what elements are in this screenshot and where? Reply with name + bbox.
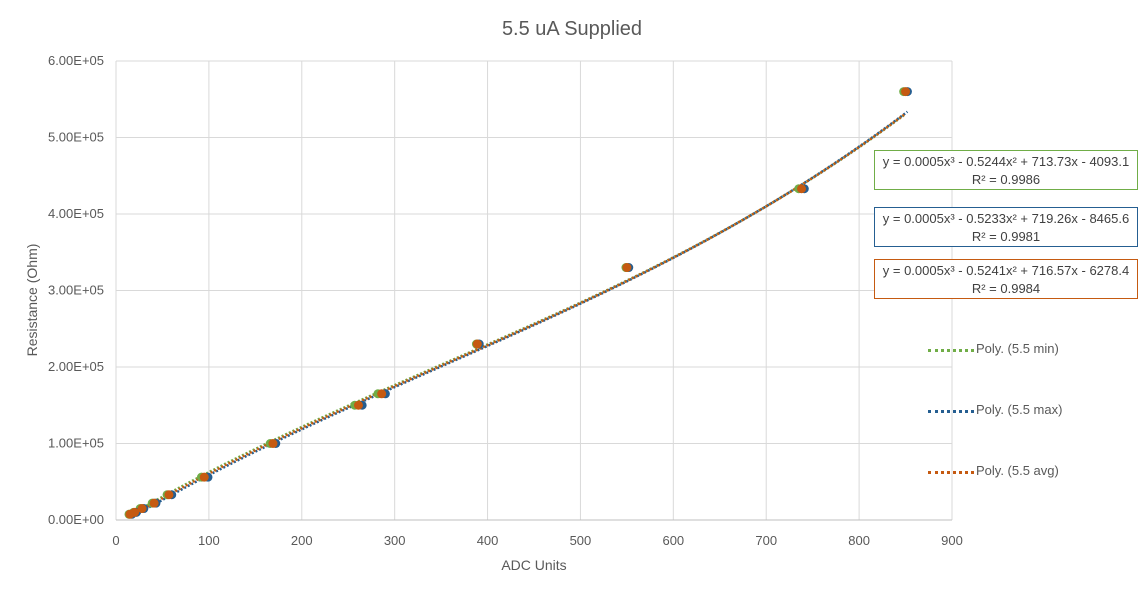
y-tick-label: 6.00E+05	[48, 53, 104, 68]
x-tick-label: 400	[477, 533, 499, 548]
x-tick-label: 700	[755, 533, 777, 548]
legend-swatch	[928, 410, 974, 413]
data-point-series-2	[149, 498, 159, 508]
r-squared-text: R² = 0.9984	[971, 281, 1041, 296]
x-tick-label: 200	[291, 533, 313, 548]
y-tick-label: 1.00E+05	[48, 436, 104, 451]
legend-label: Poly. (5.5 avg)	[976, 463, 1059, 478]
trendline-series-2	[129, 112, 907, 518]
legend-swatch	[928, 349, 974, 352]
data-point-series-2	[472, 339, 482, 349]
y-tick-label: 3.00E+05	[48, 283, 104, 298]
x-tick-label: 900	[941, 533, 963, 548]
y-tick-label: 0.00E+00	[48, 512, 104, 527]
r-squared-text: R² = 0.9981	[971, 229, 1041, 244]
data-point-series-2	[164, 490, 174, 500]
equation-text: y = 0.0005x³ - 0.5244x² + 713.73x - 4093…	[882, 154, 1130, 169]
x-axis-title: ADC Units	[501, 557, 566, 573]
chart-title: 5.5 uA Supplied	[502, 18, 642, 40]
x-tick-label: 100	[198, 533, 220, 548]
trendline-equation-avg: y = 0.0005x³ - 0.5241x² + 716.57x - 6278…	[874, 259, 1138, 299]
x-tick-label: 300	[384, 533, 406, 548]
legend-label: Poly. (5.5 min)	[976, 341, 1059, 356]
data-point-series-2	[622, 263, 632, 273]
data-point-series-2	[797, 184, 807, 194]
data-point-series-2	[353, 400, 363, 410]
data-point-series-2	[377, 389, 387, 399]
data-point-series-2	[130, 507, 140, 517]
data-point-series-2	[137, 504, 147, 514]
legend-label: Poly. (5.5 max)	[976, 402, 1063, 417]
trendline-equation-max: y = 0.0005x³ - 0.5233x² + 719.26x - 8465…	[874, 207, 1138, 247]
x-tick-label: 800	[848, 533, 870, 548]
x-tick-label: 600	[662, 533, 684, 548]
trendline-equation-min: y = 0.0005x³ - 0.5244x² + 713.73x - 4093…	[874, 150, 1138, 190]
equation-text: y = 0.0005x³ - 0.5241x² + 716.57x - 6278…	[882, 263, 1130, 278]
r-squared-text: R² = 0.9986	[971, 172, 1041, 187]
legend-swatch	[928, 471, 974, 474]
gridlines	[115, 60, 953, 521]
x-tick-label: 0	[112, 533, 119, 548]
data-points	[124, 87, 912, 519]
data-point-series-2	[901, 87, 911, 97]
y-tick-label: 4.00E+05	[48, 206, 104, 221]
equation-text: y = 0.0005x³ - 0.5233x² + 719.26x - 8465…	[882, 211, 1130, 226]
x-tick-label: 500	[570, 533, 592, 548]
trendlines	[128, 110, 909, 519]
x-tick-labels: 0 100 200 300 400 500 600 700 800 900	[112, 533, 962, 548]
trendline-series-1	[131, 110, 909, 519]
y-tick-labels: 0.00E+00 1.00E+05 2.00E+05 3.00E+05 4.00E+05…	[48, 53, 104, 527]
data-point-series-2	[268, 439, 278, 448]
y-tick-label: 2.00E+05	[48, 359, 104, 374]
y-tick-label: 5.00E+05	[48, 130, 104, 145]
y-axis-title: Resistance (Ohm)	[24, 244, 40, 357]
data-point-series-2	[199, 472, 209, 482]
